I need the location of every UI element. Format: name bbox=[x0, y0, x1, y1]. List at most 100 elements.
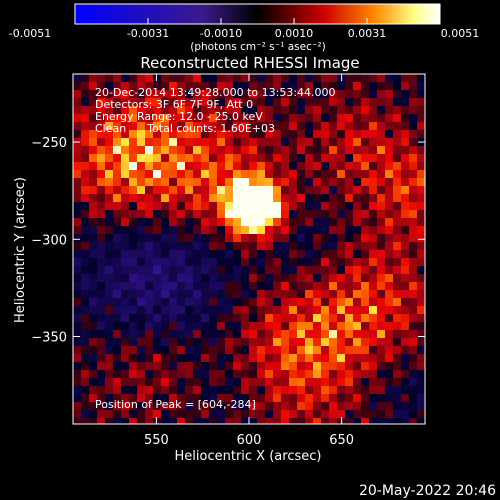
heatmap-cell bbox=[353, 98, 361, 106]
heatmap-cell bbox=[97, 346, 105, 354]
heatmap-cell bbox=[401, 394, 409, 402]
heatmap-cell bbox=[273, 162, 281, 170]
heatmap-cell bbox=[153, 386, 161, 394]
heatmap-cell bbox=[321, 202, 329, 210]
heatmap-cell bbox=[105, 146, 113, 154]
heatmap-cell bbox=[265, 226, 273, 234]
heatmap-cell bbox=[185, 162, 193, 170]
heatmap-cell bbox=[113, 266, 121, 274]
heatmap-cell bbox=[217, 378, 225, 386]
heatmap-cell bbox=[281, 226, 289, 234]
heatmap-cell bbox=[97, 242, 105, 250]
heatmap-cell bbox=[97, 122, 105, 130]
heatmap-cell bbox=[305, 370, 313, 378]
heatmap-cell bbox=[241, 266, 249, 274]
heatmap-cell bbox=[353, 314, 361, 322]
heatmap-cell bbox=[185, 154, 193, 162]
heatmap-cell bbox=[345, 114, 353, 122]
heatmap-cell bbox=[129, 146, 137, 154]
heatmap-cell bbox=[169, 418, 177, 424]
heatmap-cell bbox=[329, 218, 337, 226]
heatmap-cell bbox=[225, 210, 233, 218]
heatmap-cell bbox=[153, 82, 161, 90]
heatmap-cell bbox=[193, 370, 201, 378]
heatmap-cell bbox=[185, 402, 193, 410]
heatmap-cell bbox=[377, 74, 385, 82]
heatmap-cell bbox=[249, 378, 257, 386]
heatmap-cell bbox=[313, 394, 321, 402]
heatmap-cell bbox=[257, 82, 265, 90]
heatmap-cell bbox=[113, 170, 121, 178]
heatmap-cell bbox=[169, 378, 177, 386]
heatmap-cell bbox=[209, 306, 217, 314]
heatmap-cell bbox=[313, 354, 321, 362]
heatmap-cell bbox=[89, 234, 97, 242]
heatmap-cell bbox=[73, 362, 81, 370]
heatmap-cell bbox=[161, 386, 169, 394]
heatmap-cell bbox=[217, 394, 225, 402]
y-axis-label: Heliocentric Y (arcsec) bbox=[13, 177, 28, 323]
heatmap-cell bbox=[233, 306, 241, 314]
heatmap-cell bbox=[193, 114, 201, 122]
heatmap-cell bbox=[73, 242, 81, 250]
heatmap-cell bbox=[257, 178, 265, 186]
heatmap-cell bbox=[297, 410, 305, 418]
heatmap-cell bbox=[113, 338, 121, 346]
heatmap-cell bbox=[393, 298, 401, 306]
heatmap-cell bbox=[73, 330, 81, 338]
heatmap-cell bbox=[201, 378, 209, 386]
heatmap-cell bbox=[201, 258, 209, 266]
heatmap-cell bbox=[345, 90, 353, 98]
heatmap-cell bbox=[369, 242, 377, 250]
heatmap-cell bbox=[329, 282, 337, 290]
heatmap-cell bbox=[257, 410, 265, 418]
heatmap-cell bbox=[273, 346, 281, 354]
heatmap-cell bbox=[225, 130, 233, 138]
heatmap-cell bbox=[377, 386, 385, 394]
heatmap-cell bbox=[265, 194, 273, 202]
heatmap-cell bbox=[305, 378, 313, 386]
heatmap-cell bbox=[185, 378, 193, 386]
heatmap-cell bbox=[345, 74, 353, 82]
heatmap-cell bbox=[185, 106, 193, 114]
heatmap-cell bbox=[401, 346, 409, 354]
heatmap-cell bbox=[289, 418, 297, 424]
heatmap-cell bbox=[417, 74, 425, 82]
heatmap-cell bbox=[169, 258, 177, 266]
heatmap-cell bbox=[153, 314, 161, 322]
heatmap-cell bbox=[313, 122, 321, 130]
heatmap-cell bbox=[201, 402, 209, 410]
heatmap-cell bbox=[297, 234, 305, 242]
heatmap-cell bbox=[345, 386, 353, 394]
heatmap-cell bbox=[321, 130, 329, 138]
heatmap-cell bbox=[305, 354, 313, 362]
heatmap-cell bbox=[241, 146, 249, 154]
heatmap-cell bbox=[145, 346, 153, 354]
heatmap-cell bbox=[377, 82, 385, 90]
heatmap-cell bbox=[361, 258, 369, 266]
heatmap-cell bbox=[185, 282, 193, 290]
heatmap-cell bbox=[265, 114, 273, 122]
heatmap-cell bbox=[129, 114, 137, 122]
heatmap-cell bbox=[337, 402, 345, 410]
heatmap-cell bbox=[97, 234, 105, 242]
heatmap-cell bbox=[209, 298, 217, 306]
heatmap-cell bbox=[97, 146, 105, 154]
heatmap-cell bbox=[281, 114, 289, 122]
heatmap-cell bbox=[385, 226, 393, 234]
heatmap-cell bbox=[169, 162, 177, 170]
heatmap-cell bbox=[137, 154, 145, 162]
heatmap-cell bbox=[73, 178, 81, 186]
heatmap-cell bbox=[217, 370, 225, 378]
heatmap-cell bbox=[385, 162, 393, 170]
heatmap-cell bbox=[241, 106, 249, 114]
heatmap-cell bbox=[329, 418, 337, 424]
heatmap-cell bbox=[137, 186, 145, 194]
heatmap-cell bbox=[225, 194, 233, 202]
heatmap-cell bbox=[73, 170, 81, 178]
heatmap-cell bbox=[321, 370, 329, 378]
heatmap-cell bbox=[401, 386, 409, 394]
heatmap-cell bbox=[161, 154, 169, 162]
heatmap-cell bbox=[137, 82, 145, 90]
heatmap-cell bbox=[281, 346, 289, 354]
